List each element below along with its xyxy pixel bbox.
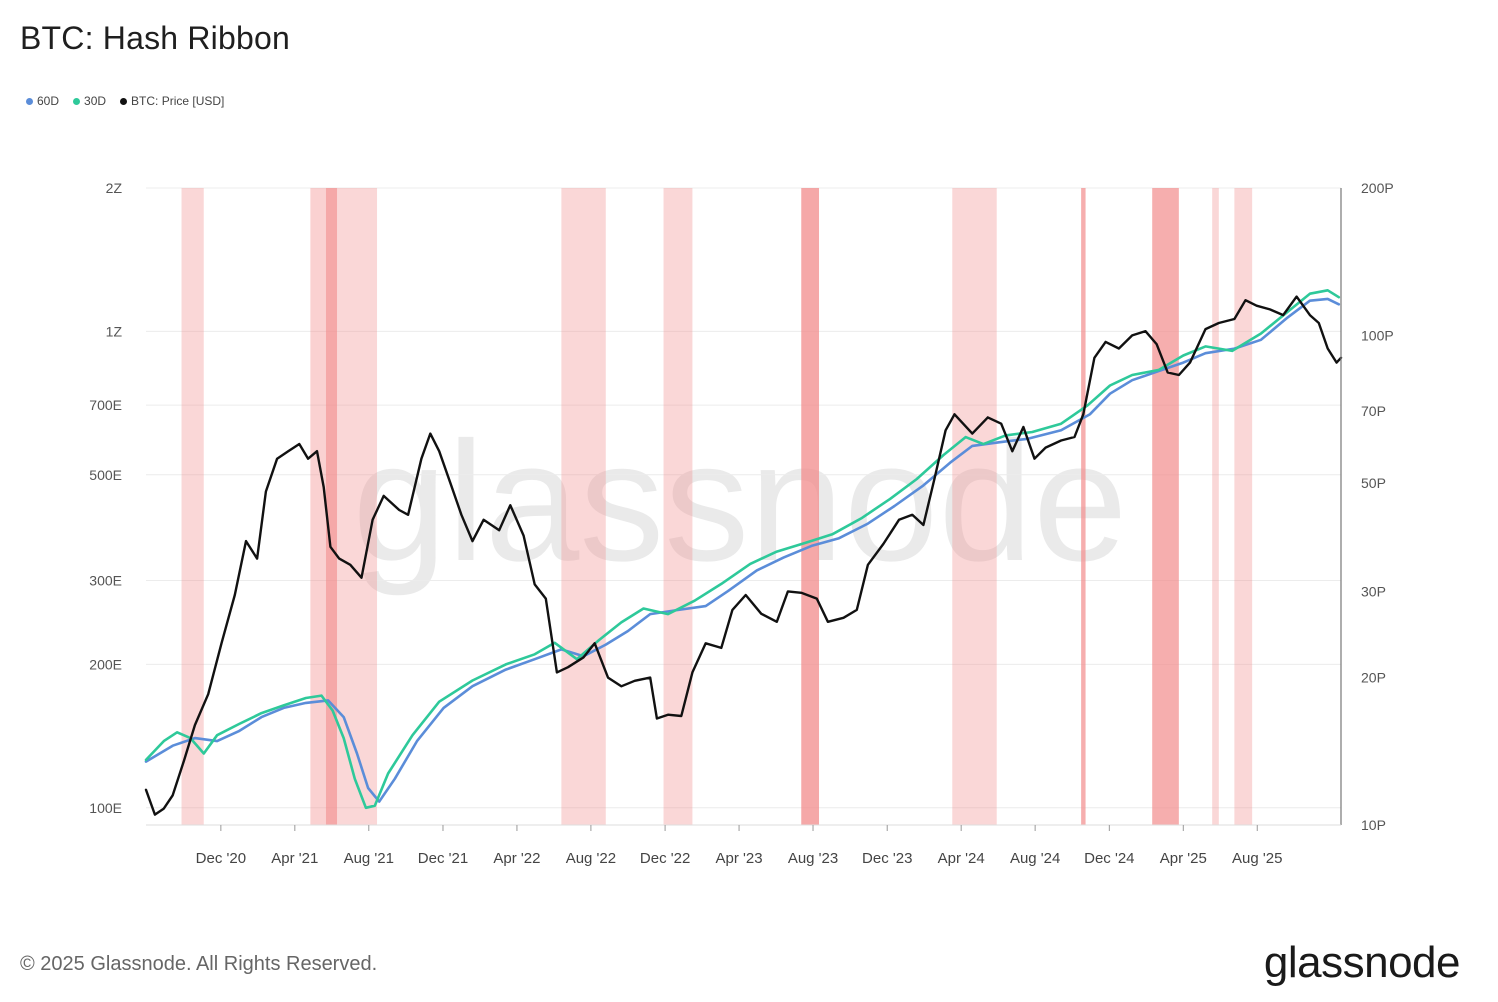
series-line-60d <box>144 297 1341 803</box>
capitulation-band <box>181 188 204 825</box>
capitulation-band <box>325 188 338 825</box>
legend-label-30d: 30D <box>84 94 107 108</box>
x-axis-tick-label: Aug '23 <box>788 850 838 867</box>
x-axis-tick-label: Apr '25 <box>1160 850 1207 867</box>
left-axis-tick-label: 2Z <box>106 180 123 196</box>
capitulation-band <box>952 188 997 825</box>
chart-title: BTC: Hash Ribbon <box>20 20 290 56</box>
brand-logo[interactable]: glassnode <box>1263 938 1461 987</box>
x-axis-tick-label: Dec '21 <box>418 850 468 867</box>
x-axis-tick-label: Dec '23 <box>862 850 912 867</box>
legend-dot-price <box>120 97 128 105</box>
x-axis-tick-label: Aug '21 <box>344 850 394 867</box>
legend-item-60d[interactable]: 60D <box>26 94 59 108</box>
x-axis-tick-label: Apr '22 <box>493 850 540 867</box>
right-axis-tick-label: 30P <box>1361 583 1386 599</box>
x-axis-tick-label: Apr '23 <box>716 850 763 867</box>
x-axis-tick-label: Dec '24 <box>1084 850 1134 867</box>
left-axis-tick-label: 1Z <box>106 323 123 339</box>
left-axis-tick-label: 500E <box>89 467 122 483</box>
capitulation-band <box>1234 188 1253 825</box>
legend-label-60d: 60D <box>37 94 60 108</box>
x-axis-tick-label: Dec '20 <box>196 850 246 867</box>
legend-dot-30d <box>73 97 81 105</box>
legend: 60D 30D BTC: Price [USD] <box>26 94 224 108</box>
capitulation-band <box>1081 188 1086 825</box>
left-axis-tick-label: 700E <box>89 397 122 413</box>
right-axis-tick-label: 50P <box>1361 475 1386 491</box>
right-axis-tick-label: 70P <box>1361 403 1386 419</box>
capitulation-band <box>337 188 378 825</box>
x-axis-tick-label: Aug '22 <box>566 850 616 867</box>
capitulation-band <box>663 188 693 825</box>
x-axis-tick-label: Apr '21 <box>271 850 318 867</box>
left-axis-tick-label: 100E <box>89 800 122 816</box>
x-axis-tick-label: Aug '25 <box>1232 850 1282 867</box>
copyright-text: © 2025 Glassnode. All Rights Reserved. <box>20 953 378 975</box>
capitulation-band <box>310 188 326 825</box>
series-line-30d <box>144 289 1341 810</box>
right-axis-tick-label: 100P <box>1361 327 1394 343</box>
left-axis-tick-label: 300E <box>89 572 122 588</box>
series-line-btc-price-usd- <box>144 295 1343 816</box>
legend-item-30d[interactable]: 30D <box>73 94 106 108</box>
capitulation-band <box>561 188 606 825</box>
x-axis-tick-label: Aug '24 <box>1010 850 1060 867</box>
capitulation-band <box>1212 188 1219 825</box>
capitulation-band <box>801 188 820 825</box>
legend-label-price: BTC: Price [USD] <box>131 94 225 108</box>
left-axis-tick-label: 200E <box>89 656 122 672</box>
right-axis-tick-label: 20P <box>1361 670 1386 686</box>
right-axis-tick-label: 10P <box>1361 817 1386 833</box>
right-axis-tick-label: 200P <box>1361 180 1394 196</box>
x-axis-tick-label: Dec '22 <box>640 850 690 867</box>
legend-dot-60d <box>26 97 33 105</box>
capitulation-band <box>1152 188 1179 825</box>
legend-item-price[interactable]: BTC: Price [USD] <box>120 94 224 108</box>
x-axis-tick-label: Apr '24 <box>938 850 985 867</box>
